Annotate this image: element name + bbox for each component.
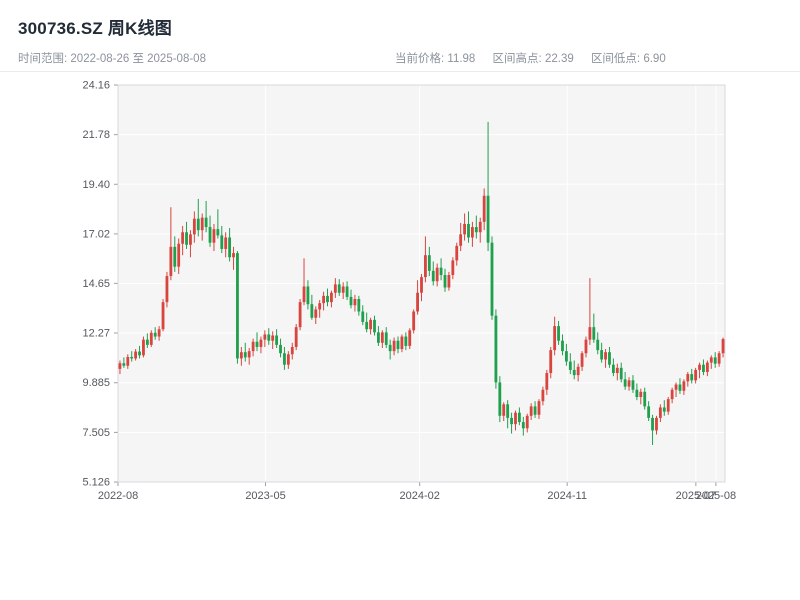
time-range: 时间范围: 2022-08-26 至 2025-08-08 [18, 50, 206, 66]
range-high-label: 区间高点: [492, 53, 542, 65]
svg-text:12.27: 12.27 [82, 328, 110, 340]
svg-text:21.78: 21.78 [82, 129, 110, 141]
svg-text:14.65: 14.65 [82, 278, 110, 290]
svg-text:9.885: 9.885 [82, 377, 110, 389]
time-range-label: 时间范围: [18, 53, 68, 65]
svg-text:7.505: 7.505 [82, 427, 110, 439]
svg-text:2024-02: 2024-02 [399, 490, 439, 502]
svg-text:19.40: 19.40 [82, 179, 110, 191]
current-price-label: 当前价格: [395, 53, 445, 65]
time-range-separator: 至 [132, 53, 144, 65]
svg-text:17.02: 17.02 [82, 228, 110, 240]
time-range-start: 2022-08-26 [70, 53, 130, 65]
svg-text:2022-08: 2022-08 [98, 490, 138, 502]
range-high-stat: 区间高点: 22.39 [493, 53, 574, 65]
svg-text:2024-11: 2024-11 [547, 490, 587, 502]
price-stats: 当前价格: 11.98 区间高点: 22.39 区间低点: 6.90 [395, 50, 680, 66]
svg-text:2025-08: 2025-08 [696, 490, 736, 502]
svg-text:2025-07: 2025-07 [676, 490, 716, 502]
range-low-stat: 区间低点: 6.90 [591, 53, 666, 65]
time-range-end: 2025-08-08 [147, 53, 206, 65]
svg-text:2023-05: 2023-05 [245, 490, 285, 502]
header-divider [0, 71, 800, 72]
current-price-value: 11.98 [447, 53, 476, 65]
range-high-value: 22.39 [544, 53, 574, 65]
range-low-value: 6.90 [643, 53, 666, 65]
page-title: 300736.SZ 周K线图 [18, 19, 172, 38]
svg-text:5.126: 5.126 [82, 477, 110, 489]
range-low-label: 区间低点: [590, 53, 641, 65]
current-price-stat: 当前价格: 11.98 [395, 53, 475, 65]
svg-text:24.16: 24.16 [82, 80, 110, 92]
